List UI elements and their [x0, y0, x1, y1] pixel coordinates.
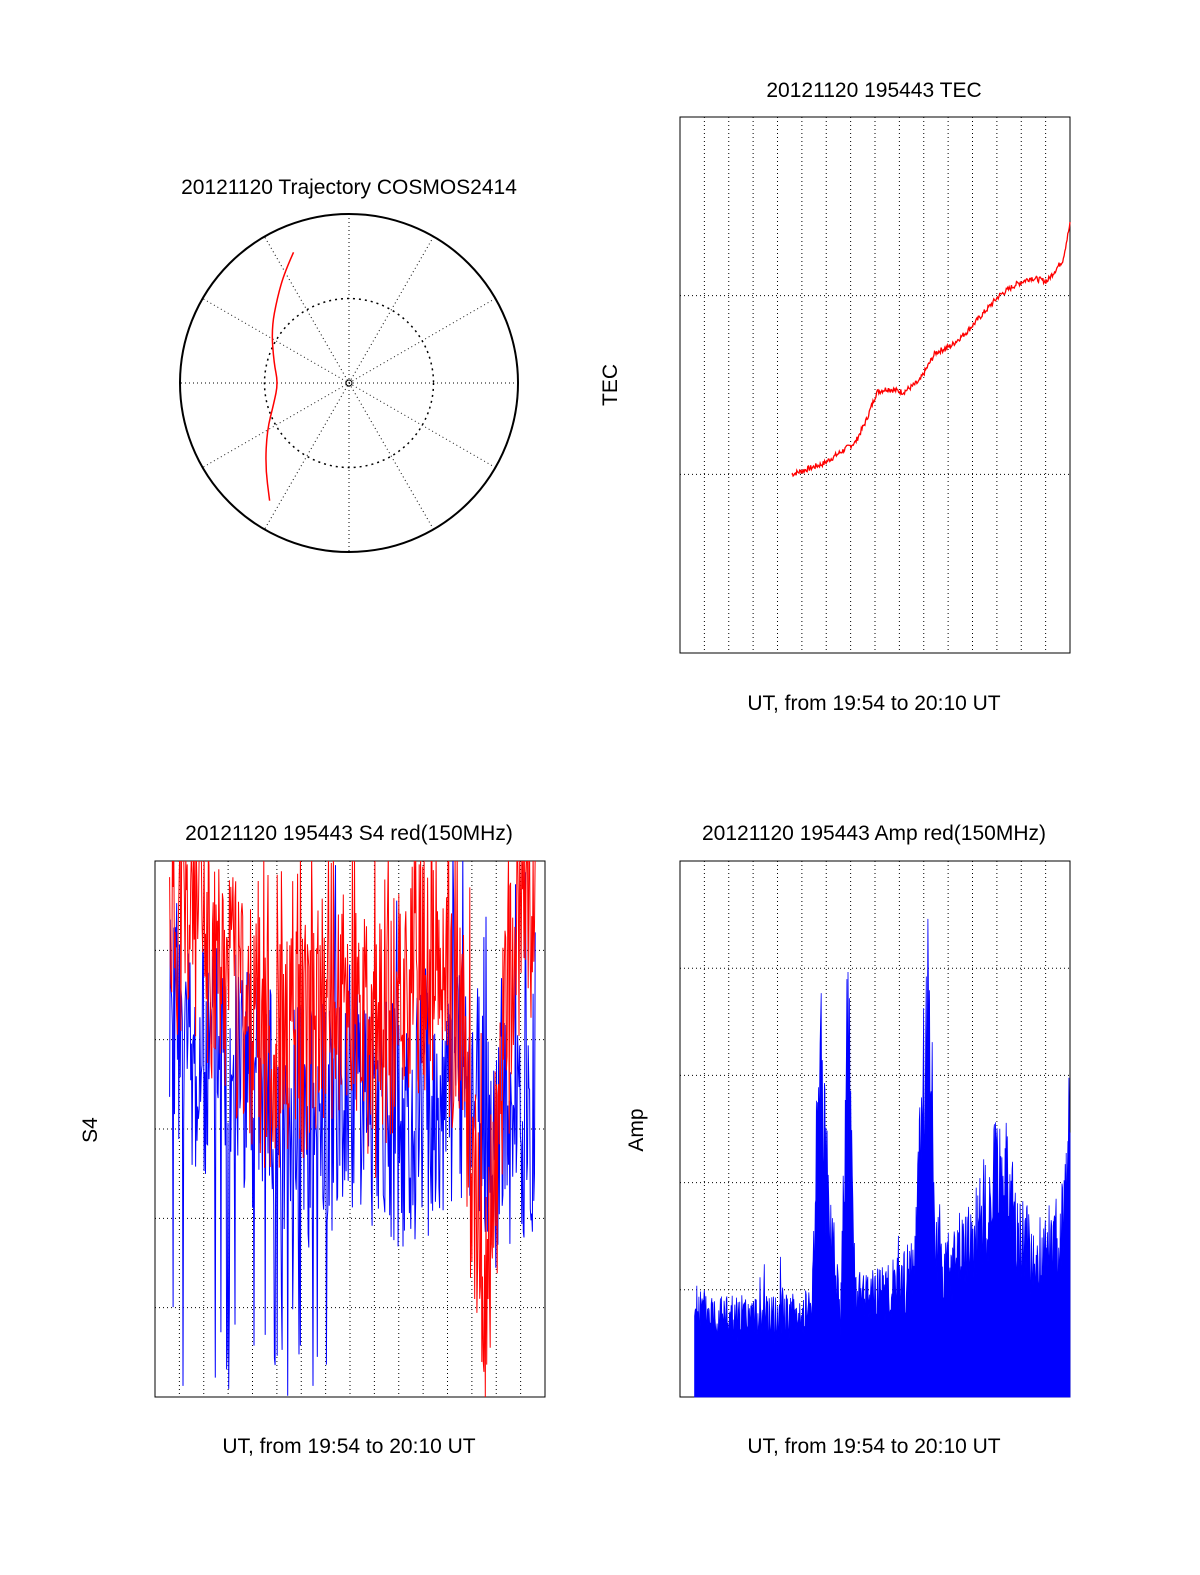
polar-center-marker [345, 379, 353, 387]
amp-series-bars [694, 918, 1071, 1398]
tec-title: 20121120 195443 TEC [766, 79, 981, 102]
s4-line-chart: 20121120 195443 S4 red(150MHz) UT, from … [79, 822, 546, 1458]
s4-series-line [169, 861, 536, 1397]
polar-title: 20121120 Trajectory COSMOS2414 [181, 176, 517, 199]
tec-x-axis-label: UT, from 19:54 to 20:10 UT [747, 692, 1000, 715]
amp-y-axis-label: Amp [625, 1108, 648, 1151]
tec-y-axis-label: TEC [599, 364, 622, 406]
s4-x-axis-label: UT, from 19:54 to 20:10 UT [222, 1435, 475, 1458]
tec-series-line [791, 221, 1071, 478]
trajectory-polar-plot: 20121120 Trajectory COSMOS2414 [179, 176, 519, 553]
amp-title: 20121120 195443 Amp red(150MHz) [702, 822, 1046, 845]
amp-x-axis-label: UT, from 19:54 to 20:10 UT [747, 1435, 1000, 1458]
s4-series-line [169, 861, 536, 1396]
polar-spoke [264, 236, 434, 530]
tec-line-chart: 20121120 195443 TEC UT, from 19:54 to 20… [599, 79, 1071, 715]
amp-bar-chart: 20121120 195443 Amp red(150MHz) UT, from… [625, 822, 1071, 1458]
trajectory-line [265, 252, 295, 501]
s4-title: 20121120 195443 S4 red(150MHz) [185, 822, 513, 845]
s4-y-axis-label: S4 [79, 1117, 102, 1143]
